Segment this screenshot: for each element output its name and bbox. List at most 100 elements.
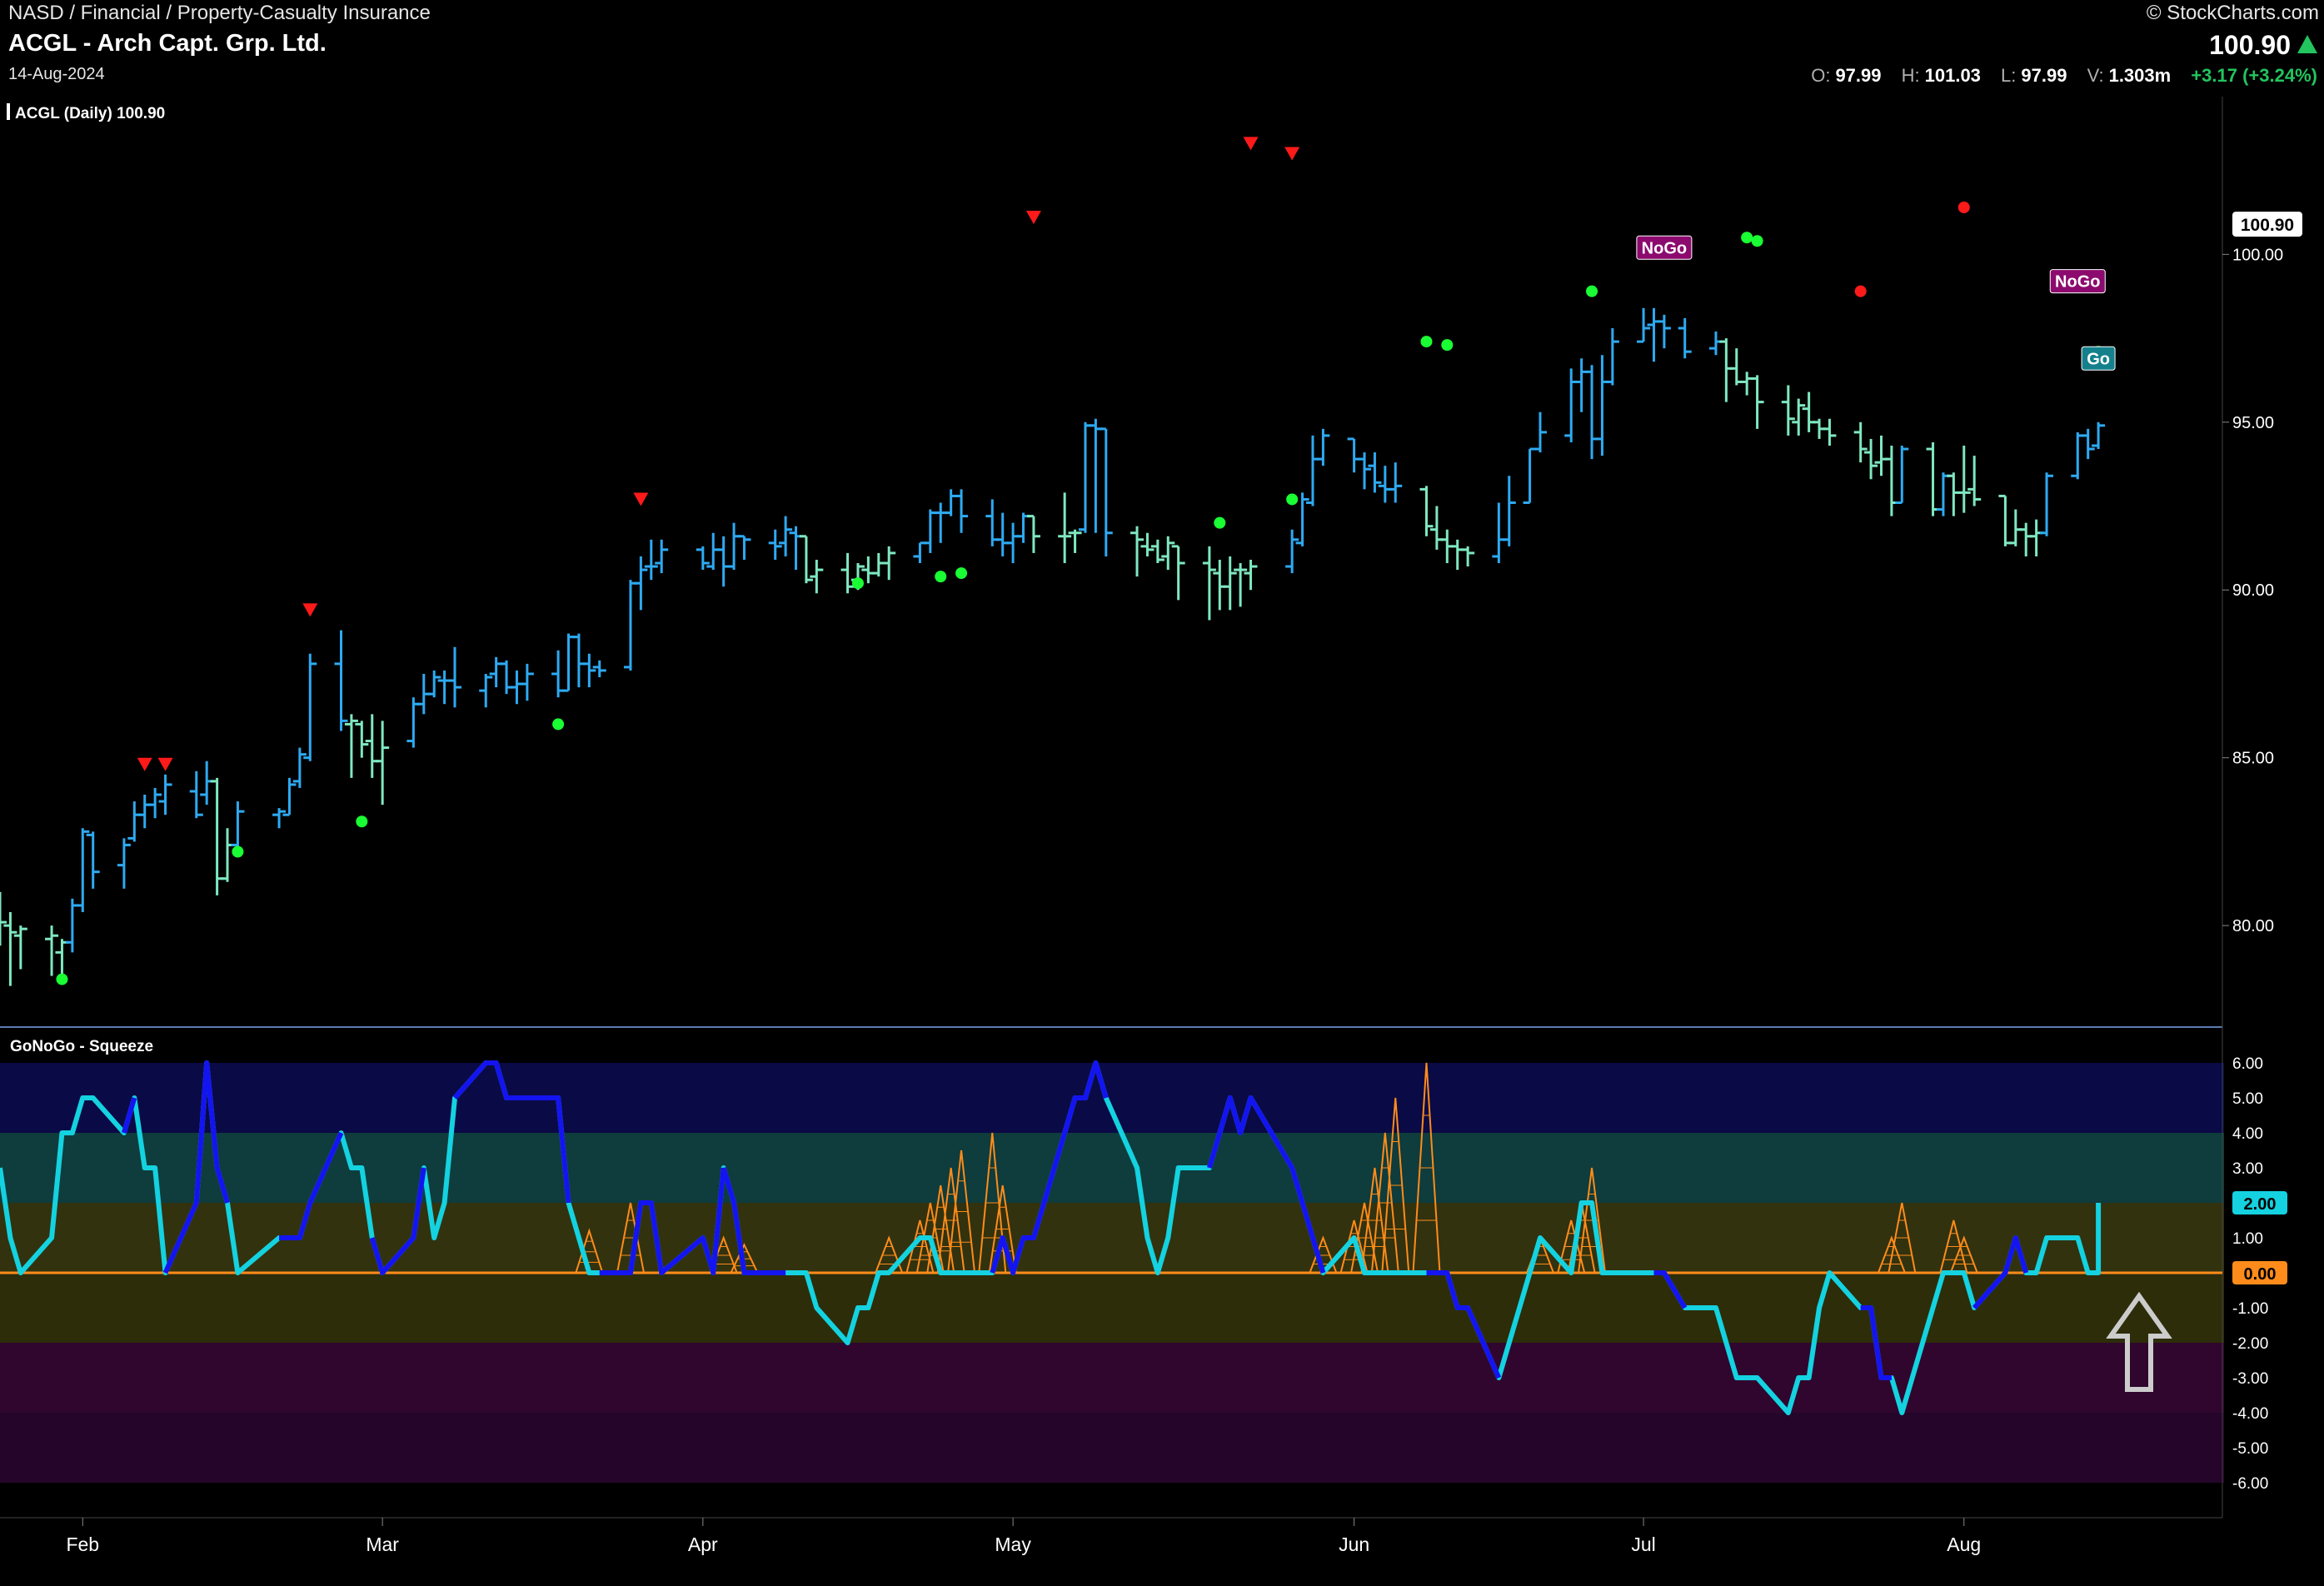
osc-tick-label: -1.00 bbox=[2232, 1300, 2268, 1318]
signal-label-text: Go bbox=[2087, 350, 2110, 368]
price-bar bbox=[13, 925, 27, 970]
squeeze-grid bbox=[1381, 1097, 1410, 1274]
badge-text: 100.90 bbox=[2241, 216, 2294, 235]
nogo-triangle-icon bbox=[1284, 147, 1300, 161]
osc-tick-label: 3.00 bbox=[2232, 1160, 2263, 1178]
signal-label: NoGo bbox=[1636, 235, 1693, 260]
price-bar bbox=[1657, 314, 1671, 349]
x-tick-label: Aug bbox=[1947, 1534, 1981, 1555]
price-bar bbox=[355, 721, 369, 758]
zero-badge-text: 0.00 bbox=[2244, 1265, 2277, 1284]
price-bar bbox=[1150, 539, 1164, 564]
price-bar bbox=[1864, 438, 1878, 480]
nogo-triangle-icon bbox=[137, 757, 152, 771]
oscillator-strong-segment bbox=[279, 1131, 344, 1240]
low-label: L: bbox=[2001, 65, 2017, 86]
price-bar bbox=[376, 721, 390, 805]
squeeze-peak bbox=[1370, 1132, 1399, 1274]
squeeze-peak bbox=[730, 1243, 759, 1274]
squeeze-peak bbox=[988, 1185, 1017, 1274]
price-bar bbox=[448, 646, 462, 708]
oscillator-strong-segment bbox=[369, 1167, 426, 1275]
y-tick-label: 85.00 bbox=[2232, 750, 2274, 768]
price-bar bbox=[955, 489, 969, 533]
oscillator-strong-segment bbox=[452, 1060, 571, 1204]
price-change: +3.17 (+3.24%) bbox=[2191, 65, 2317, 86]
price-bar bbox=[1058, 492, 1072, 564]
squeeze-peak bbox=[915, 1202, 945, 1274]
go-dot bbox=[232, 845, 244, 858]
signal-label: NoGo bbox=[2049, 269, 2106, 294]
go-dot bbox=[1741, 232, 1753, 244]
price-bar bbox=[1750, 375, 1764, 429]
go-dot bbox=[955, 567, 968, 580]
open-value: 97.99 bbox=[1835, 65, 1882, 86]
go-dot bbox=[851, 577, 864, 590]
price-bar bbox=[148, 787, 162, 819]
price-bar bbox=[1244, 559, 1258, 591]
oscillator-strong-segment bbox=[1860, 1305, 1892, 1380]
signal-label-text: NoGo bbox=[2055, 273, 2100, 292]
price-bar bbox=[1368, 452, 1382, 493]
volume-value: 1.303m bbox=[2108, 65, 2172, 86]
y-tick-label: 90.00 bbox=[2232, 581, 2274, 600]
price-bar bbox=[1223, 556, 1237, 611]
y-tick-label: 80.00 bbox=[2232, 917, 2274, 935]
price-bar bbox=[231, 801, 245, 852]
price-bar bbox=[1533, 411, 1547, 453]
price-bar bbox=[1781, 385, 1795, 436]
price-bar bbox=[1895, 446, 1909, 504]
osc-zero-badge: 0.00 bbox=[2232, 1261, 2287, 1284]
oscillator-strong-segment bbox=[721, 1167, 786, 1275]
osc-tick-label: -5.00 bbox=[2232, 1440, 2268, 1458]
price-bar bbox=[779, 516, 793, 556]
nogo-triangle-icon bbox=[1243, 137, 1259, 151]
x-tick-label: Mar bbox=[366, 1534, 399, 1555]
squeeze-peak bbox=[936, 1167, 965, 1274]
price-bar bbox=[1161, 536, 1175, 571]
y-tick-label: 95.00 bbox=[2232, 414, 2274, 432]
price-bar bbox=[303, 653, 317, 761]
oscillator-strong-segment bbox=[1972, 1235, 2029, 1309]
price-bar bbox=[582, 653, 596, 688]
osc-tick-label: -2.00 bbox=[2232, 1335, 2268, 1353]
high-value: 101.03 bbox=[1924, 65, 1981, 86]
oscillator-strong-segment bbox=[1207, 1095, 1326, 1274]
open-label: O: bbox=[1811, 65, 1831, 86]
osc-last-badge: 2.00 bbox=[2232, 1191, 2287, 1214]
last-value-badge: 100.90 bbox=[2232, 212, 2302, 237]
squeeze-peak bbox=[1877, 1235, 1906, 1274]
legend-swatch bbox=[7, 103, 10, 120]
price-bar bbox=[117, 838, 131, 889]
x-tick-label: Jul bbox=[1631, 1534, 1655, 1555]
chart-date: 14-Aug-2024 bbox=[8, 65, 105, 83]
last-price: 100.90 bbox=[2209, 30, 2291, 60]
go-dot bbox=[552, 718, 565, 731]
price-bar bbox=[592, 660, 606, 677]
breadcrumb: NASD / Financial / Property-Casualty Ins… bbox=[8, 2, 431, 24]
osc-tick-label: -4.00 bbox=[2232, 1405, 2268, 1423]
go-dot bbox=[1586, 285, 1598, 297]
squeeze-peak bbox=[616, 1202, 645, 1274]
high-label: H: bbox=[1901, 65, 1920, 86]
price-bar bbox=[768, 529, 782, 560]
nogo-dot bbox=[1854, 285, 1867, 297]
chart-header: NASD / Financial / Property-Casualty Ins… bbox=[0, 0, 2324, 97]
squeeze-grid bbox=[947, 1150, 976, 1274]
volume-label: V: bbox=[2087, 65, 2104, 86]
zero-badge-bg bbox=[2232, 1261, 2287, 1284]
price-bar bbox=[2040, 472, 2054, 536]
up-arrow-annotation-icon bbox=[2106, 1291, 2172, 1392]
squeeze-grid bbox=[988, 1185, 1017, 1274]
price-bar bbox=[1130, 526, 1145, 577]
price-bar bbox=[1419, 486, 1434, 536]
price-bar bbox=[1140, 532, 1155, 556]
go-dot bbox=[1420, 336, 1433, 348]
brand-logo[interactable]: © StockCharts.com bbox=[2146, 2, 2319, 24]
x-tick-label: Feb bbox=[66, 1534, 99, 1555]
up-arrow-icon bbox=[2297, 35, 2317, 53]
go-dot bbox=[356, 815, 368, 828]
osc-tick-label: 4.00 bbox=[2232, 1125, 2263, 1143]
osc-band bbox=[0, 1063, 2224, 1133]
